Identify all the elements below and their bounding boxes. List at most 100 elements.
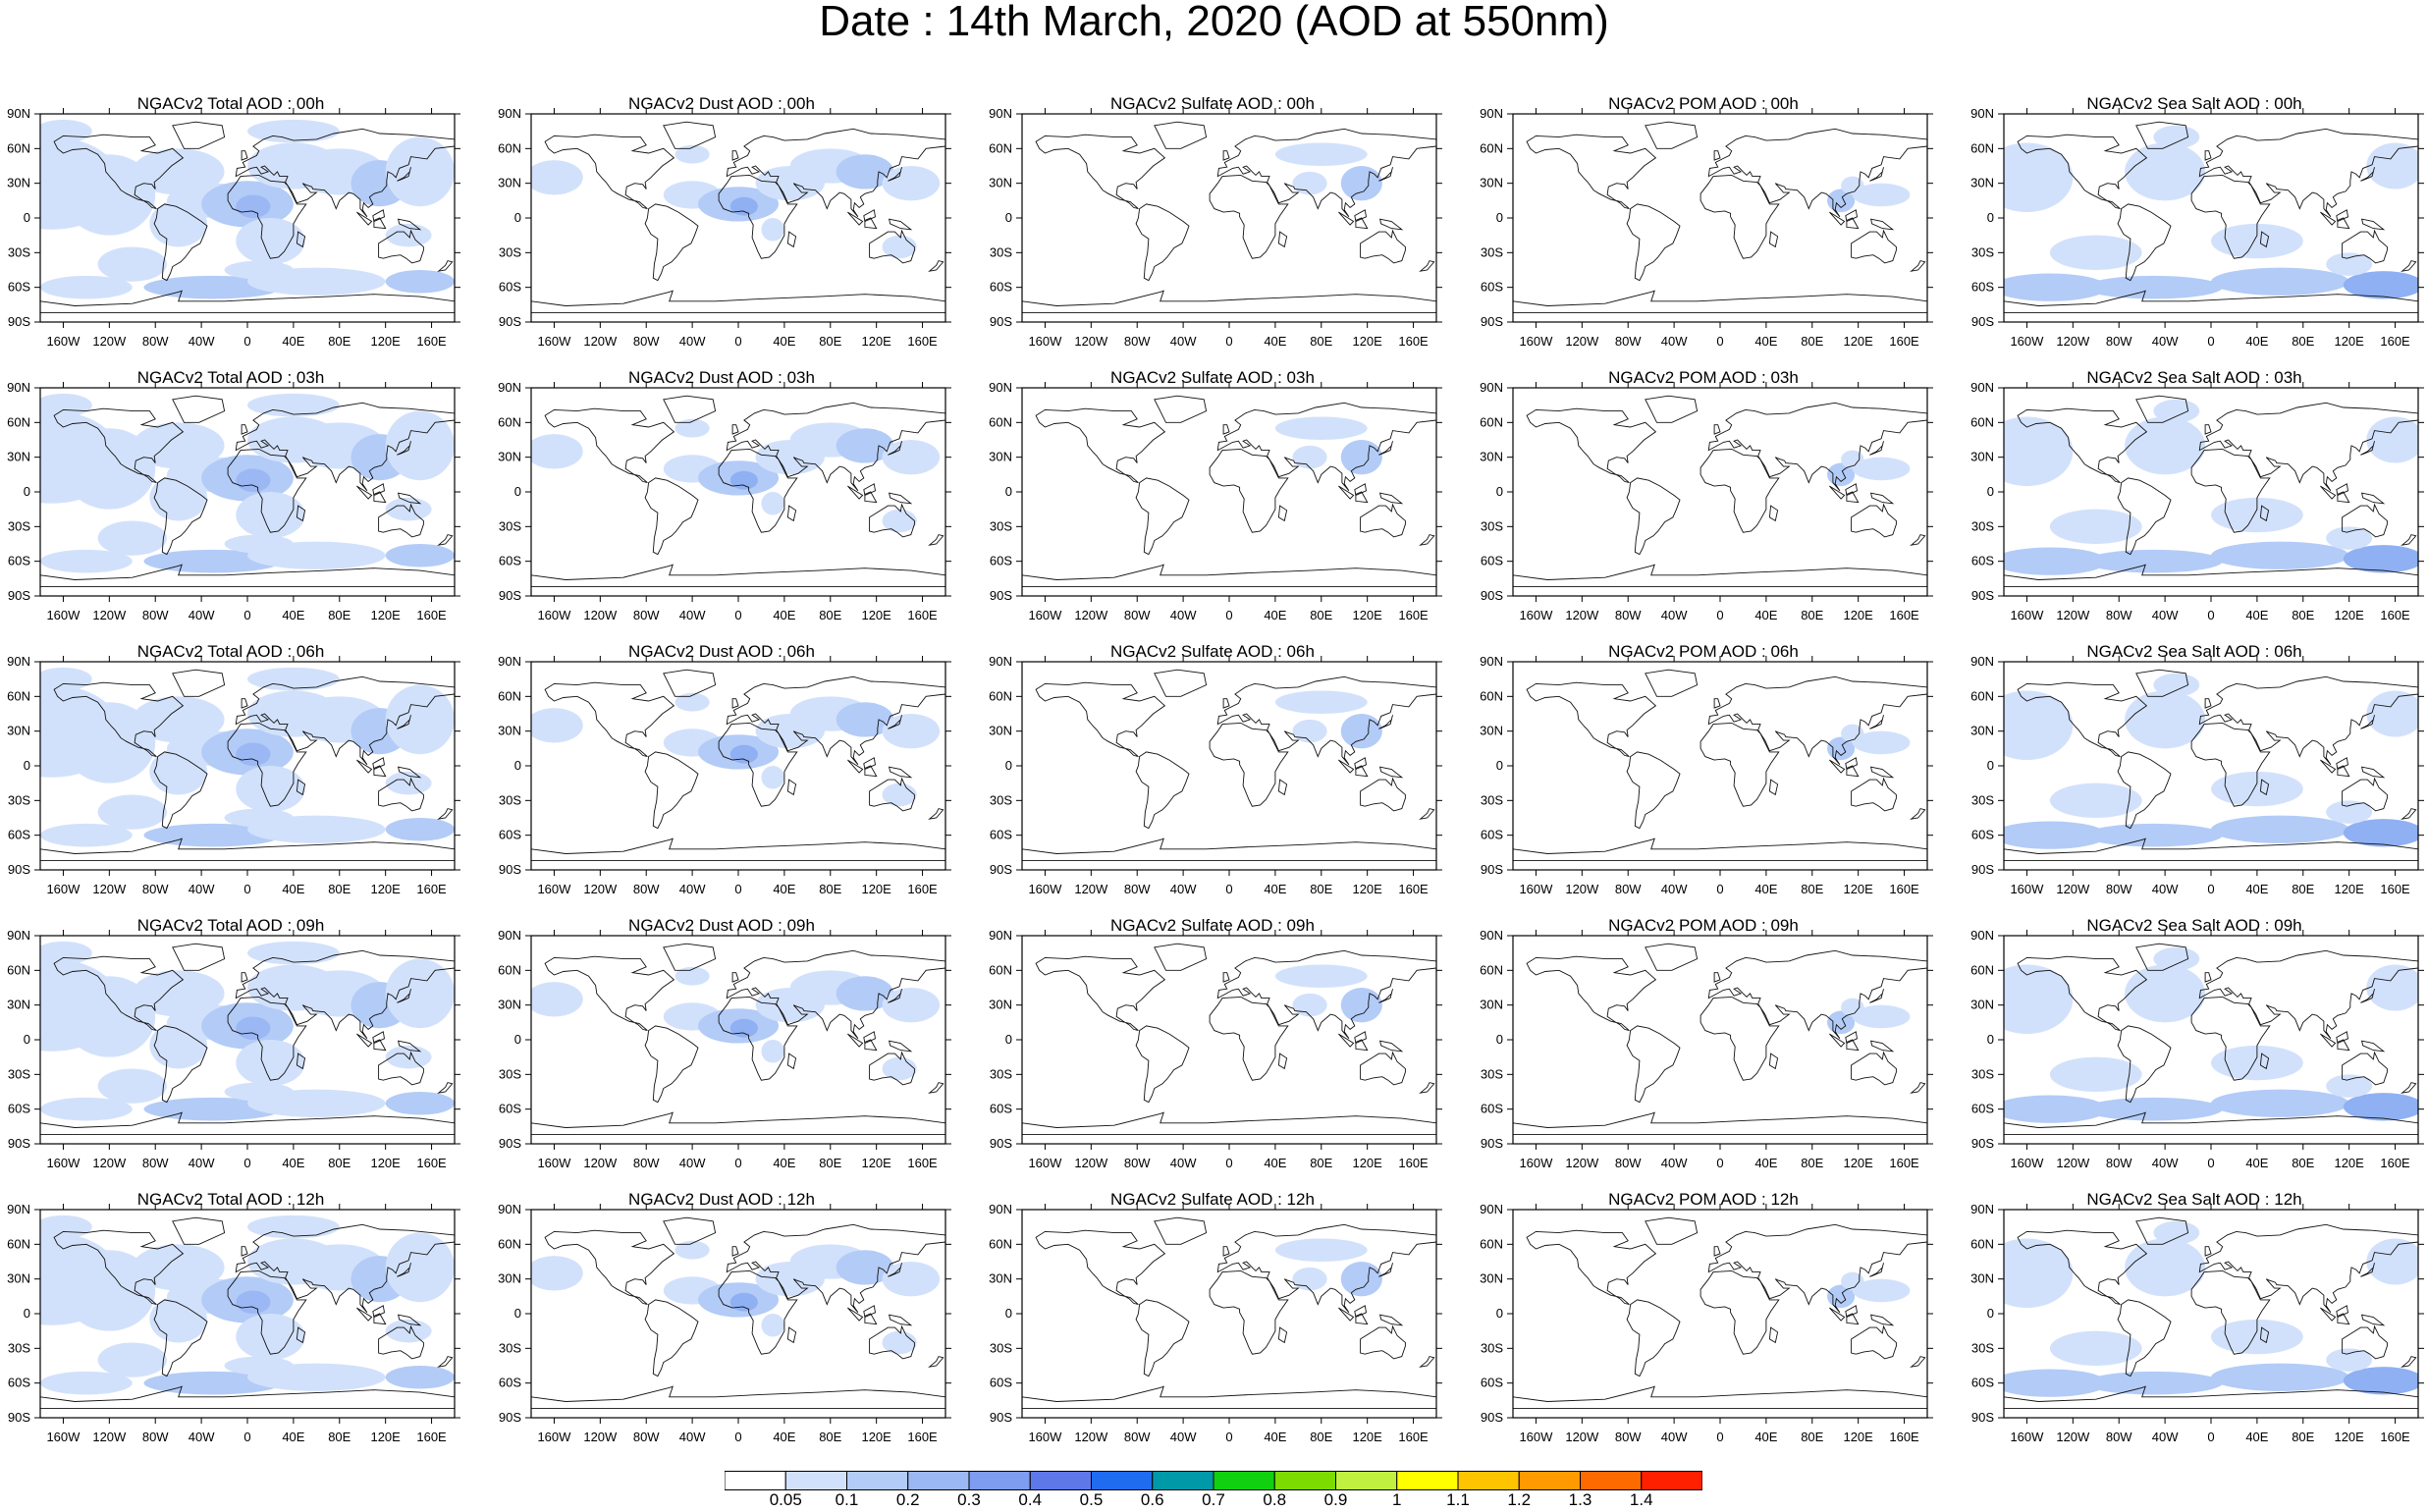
aod-field — [531, 418, 941, 533]
y-tick-label: 60S — [499, 1102, 521, 1116]
aod-patch — [882, 714, 941, 749]
x-tick-label: 160W — [1028, 1156, 1062, 1170]
y-tick-label: 60S — [8, 1102, 30, 1116]
coastline — [1378, 989, 1393, 1003]
y-tick-label: 0 — [1496, 758, 1503, 773]
coastline — [356, 1033, 373, 1048]
x-tick-label: 40W — [189, 1430, 215, 1444]
x-tick-label: 40W — [679, 882, 706, 896]
coastlines — [2004, 669, 2418, 862]
y-tick-label: 30N — [989, 1271, 1012, 1286]
x-tick-label: 160W — [537, 334, 571, 349]
x-tick-label: 40E — [1264, 608, 1286, 622]
aod-patch — [97, 1342, 167, 1377]
aod-field — [531, 1240, 941, 1355]
colorbar-label: 0.2 — [895, 1490, 920, 1509]
x-tick-label: 40W — [1661, 1156, 1688, 1170]
x-tick-label: 80E — [2292, 1430, 2314, 1444]
coastline — [1526, 955, 1657, 1032]
coastline — [373, 217, 387, 230]
y-tick-label: 30N — [7, 1271, 30, 1286]
x-tick-label: 160W — [2010, 334, 2044, 349]
y-tick-label: 60N — [1480, 688, 1503, 703]
panel-title: NGACv2 Dust AOD : 12h — [628, 1190, 815, 1209]
x-tick-label: 160W — [2010, 1430, 2044, 1444]
coastline — [726, 402, 945, 492]
coastline — [2004, 1111, 2418, 1136]
aod-patch — [2125, 964, 2206, 1023]
x-tick-label: 80W — [142, 334, 169, 349]
coastline — [53, 134, 185, 210]
coastline — [356, 759, 373, 774]
coastline — [1222, 424, 1230, 435]
coastline — [786, 505, 797, 522]
coastline — [2336, 209, 2349, 223]
x-tick-label: 160W — [537, 882, 571, 896]
x-tick-label: 120W — [583, 334, 618, 349]
x-tick-label: 40W — [2152, 608, 2179, 622]
coastline — [1910, 808, 1926, 820]
coastline — [53, 955, 185, 1032]
x-tick-label: 120E — [2334, 1430, 2364, 1444]
coastline — [1209, 996, 1289, 1081]
coastline — [726, 949, 945, 1040]
panel-title: NGACv2 Sulfate AOD : 06h — [1110, 642, 1315, 661]
coastline — [1209, 722, 1289, 807]
coastline — [1277, 505, 1288, 522]
coastline — [2017, 134, 2148, 210]
coastline — [373, 765, 387, 778]
coastline — [2017, 1229, 2148, 1306]
y-tick-label: 90S — [1481, 862, 1503, 877]
x-tick-label: 0 — [734, 334, 741, 349]
coastline — [1707, 1223, 1927, 1314]
map-panel-dust-1: NGACv2 Dust AOD : 03h 160W 120W 80W 40W 0 40E 8… — [491, 368, 952, 641]
x-tick-label: 120W — [1565, 334, 1599, 349]
coastline — [1526, 681, 1657, 758]
aod-patch — [1340, 1262, 1382, 1297]
coastlines — [1513, 121, 1927, 314]
map-plot: 160W 120W 80W 40W 0 40E 80E 120E 160E 90N 60N 30N 0 3… — [1480, 380, 1933, 622]
coastline — [1355, 765, 1369, 778]
x-tick-label: 120W — [2056, 1430, 2090, 1444]
y-tick-label: 60N — [7, 688, 30, 703]
aod-field — [1827, 724, 1911, 761]
y-tick-label: 0 — [1496, 210, 1503, 225]
aod-patch — [761, 1040, 784, 1063]
y-tick-label: 30S — [499, 1066, 521, 1081]
x-tick-label: 40W — [2152, 882, 2179, 896]
coastline — [1869, 715, 1884, 729]
x-tick-label: 80W — [142, 608, 169, 622]
coastline — [2401, 534, 2417, 546]
coastline — [731, 150, 739, 161]
x-tick-label: 0 — [1716, 1156, 1723, 1170]
y-tick-label: 30N — [498, 724, 521, 738]
y-tick-label: 60S — [1481, 1102, 1503, 1116]
coastline — [2401, 260, 2417, 272]
coastline — [644, 751, 699, 830]
x-tick-label: 80E — [819, 1156, 841, 1170]
aod-patch — [2049, 1056, 2142, 1092]
x-tick-label: 40E — [1754, 1430, 1777, 1444]
coastline — [153, 477, 208, 556]
aod-patch — [2343, 271, 2418, 299]
map-panel-sulfate-3: NGACv2 Sulfate AOD : 09h 160W 120W 80W 40W 0 4… — [982, 916, 1443, 1189]
coastline — [1360, 1051, 1406, 1086]
x-tick-label: 120W — [1074, 882, 1108, 896]
coastline — [864, 1313, 878, 1325]
coastlines — [40, 943, 455, 1136]
coastline — [2342, 1324, 2388, 1360]
coastline — [1626, 1025, 1681, 1104]
coastline — [378, 1051, 424, 1086]
x-tick-label: 120W — [583, 1156, 618, 1170]
aod-patch — [836, 976, 894, 1011]
aod-patch — [149, 474, 207, 521]
coastline — [2360, 715, 2375, 729]
map-panel-sulfate-1: NGACv2 Sulfate AOD : 03h 160W 120W 80W 40W 0 4… — [982, 368, 1443, 641]
aod-patch — [2153, 399, 2200, 423]
aod-patch — [63, 702, 156, 783]
coastlines — [1513, 395, 1927, 588]
x-tick-label: 80E — [328, 1430, 351, 1444]
coastline — [1154, 943, 1208, 971]
coastline — [1910, 1356, 1926, 1368]
x-tick-label: 120W — [2056, 334, 2090, 349]
